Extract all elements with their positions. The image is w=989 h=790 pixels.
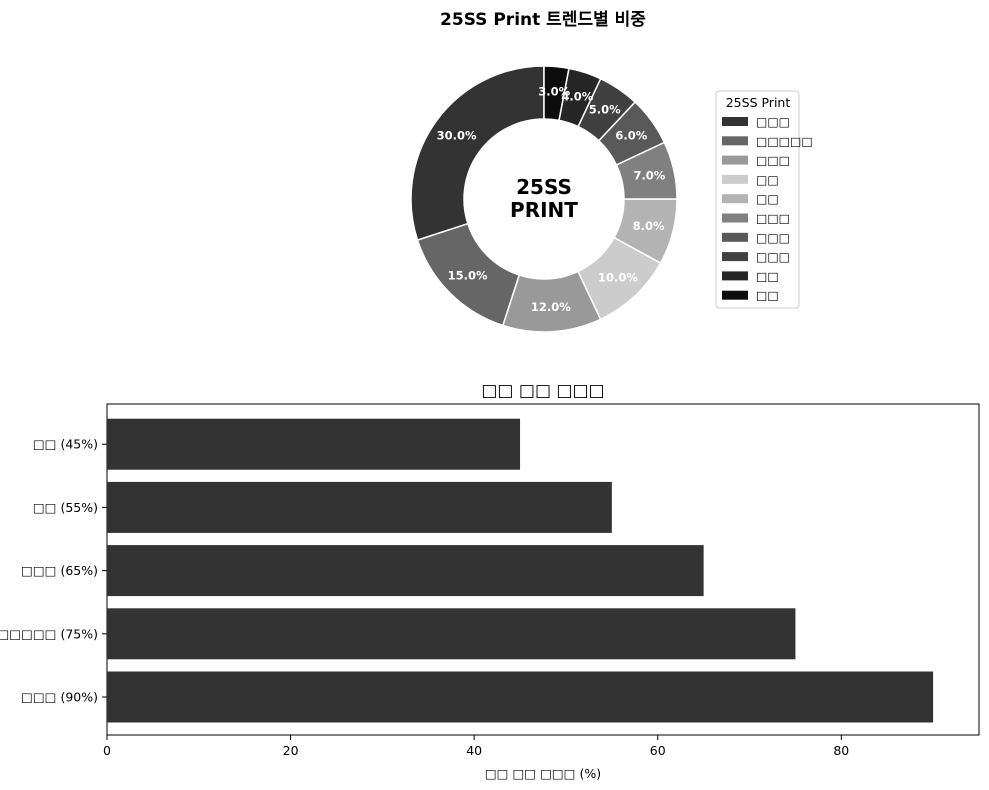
y-category-label-3: □□ (55%) (33, 500, 98, 515)
pie-slice-9 (543, 65, 570, 122)
pie-slice-label-3: 10.0% (598, 271, 638, 285)
pie-slice-label-6: 6.0% (615, 129, 647, 143)
y-category-labels: □□□ (90%) □□□□□ (75%) □□□ (65%) □□ (55%) □□ … (0, 437, 107, 705)
legend-swatch-8 (722, 271, 748, 281)
x-tick-label-1: 20 (283, 743, 299, 758)
legend-swatch-1 (722, 136, 748, 146)
legend-label-7: □□□ (756, 250, 790, 264)
legend-swatch-0 (722, 117, 748, 126)
legend-swatch-6 (722, 232, 748, 242)
y-category-label-0: □□□ (90%) (21, 690, 98, 705)
y-category-label-1: □□□□□ (75%) (0, 626, 98, 641)
legend-label-0: □□□ (756, 115, 790, 129)
pie-slice-0 (410, 65, 545, 242)
legend-label-5: □□□ (756, 212, 790, 226)
legend-title: 25SS Print (726, 95, 791, 110)
legend-label-9: □□ (756, 289, 779, 303)
pie-slice-label-4: 8.0% (633, 219, 665, 233)
pie-chart-title: 25SS Print 트렌드별 비중 (440, 10, 646, 30)
legend-items: □□□□□□□□□□□□□□□□□□□□□□□□□□□□ (722, 115, 813, 303)
x-axis-ticks: 0 20 40 60 80 (103, 735, 849, 758)
legend-label-6: □□□ (756, 231, 790, 245)
pie-slices (410, 65, 678, 333)
legend-label-4: □□ (756, 192, 779, 206)
pie-slice-label-2: 12.0% (531, 300, 571, 314)
x-tick-label-0: 0 (103, 743, 111, 758)
legend-label-1: □□□□□ (756, 134, 813, 148)
x-tick-label-2: 40 (466, 743, 482, 758)
legend-swatch-5 (722, 213, 748, 223)
bar-4 (107, 418, 521, 470)
donut-center-label-line1: 25SS (516, 175, 572, 199)
pie-percent-labels: 30.0% 15.0% 12.0% 10.0% 8.0% 7.0% 6.0% 5.0%4.0%… (437, 84, 666, 313)
legend-swatch-3 (722, 174, 748, 184)
legend-label-3: □□ (756, 173, 779, 187)
legend-swatch-4 (722, 194, 748, 204)
bar-chart-title: □□ □□ □□□ (481, 381, 604, 401)
pie-slice-label-5: 7.0% (633, 168, 665, 182)
pie-slice-label-8: 4.0% (561, 89, 593, 103)
bar-1 (107, 608, 796, 660)
bars (107, 418, 934, 723)
legend-swatch-7 (722, 252, 748, 262)
x-tick-label-4: 80 (833, 743, 849, 758)
legend-label-2: □□□ (756, 154, 790, 168)
bar-0 (107, 671, 934, 723)
bar-2 (107, 545, 704, 597)
y-category-label-4: □□ (45%) (33, 437, 98, 452)
legend-label-8: □□ (756, 269, 779, 283)
legend-swatch-9 (722, 290, 748, 300)
pie-slice-label-0: 30.0% (437, 129, 477, 143)
x-axis-label: □□ □□ □□□ (%) (485, 766, 601, 781)
pie-legend: 25SS Print □□□□□□□□□□□□□□□□□□□□□□□□□□□□ (715, 90, 813, 309)
donut-center-label-line2: PRINT (510, 198, 578, 222)
pie-slice-label-1: 15.0% (448, 268, 488, 282)
pie-slice-label-7: 5.0% (589, 103, 621, 117)
legend-swatch-2 (722, 155, 748, 165)
pie-slice-label-9: 3.0% (538, 84, 570, 98)
y-category-label-2: □□□ (65%) (21, 563, 98, 578)
x-tick-label-3: 60 (650, 743, 666, 758)
bar-3 (107, 481, 612, 533)
